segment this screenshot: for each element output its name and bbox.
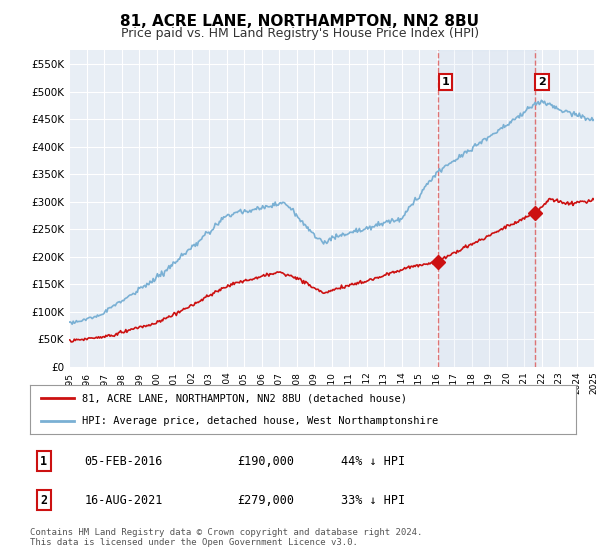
- Text: 1: 1: [40, 455, 47, 468]
- Text: 2: 2: [538, 77, 546, 87]
- Text: HPI: Average price, detached house, West Northamptonshire: HPI: Average price, detached house, West…: [82, 416, 438, 426]
- Text: 81, ACRE LANE, NORTHAMPTON, NN2 8BU: 81, ACRE LANE, NORTHAMPTON, NN2 8BU: [121, 14, 479, 29]
- Text: Price paid vs. HM Land Registry's House Price Index (HPI): Price paid vs. HM Land Registry's House …: [121, 27, 479, 40]
- Text: £190,000: £190,000: [238, 455, 295, 468]
- Text: 44% ↓ HPI: 44% ↓ HPI: [341, 455, 406, 468]
- Text: 1: 1: [442, 77, 449, 87]
- Text: 81, ACRE LANE, NORTHAMPTON, NN2 8BU (detached house): 81, ACRE LANE, NORTHAMPTON, NN2 8BU (det…: [82, 393, 407, 403]
- Text: Contains HM Land Registry data © Crown copyright and database right 2024.
This d: Contains HM Land Registry data © Crown c…: [30, 528, 422, 547]
- Text: 16-AUG-2021: 16-AUG-2021: [85, 494, 163, 507]
- Text: 05-FEB-2016: 05-FEB-2016: [85, 455, 163, 468]
- Text: £279,000: £279,000: [238, 494, 295, 507]
- Bar: [438, 50, 535, 367]
- Text: 33% ↓ HPI: 33% ↓ HPI: [341, 494, 406, 507]
- Text: 2: 2: [40, 494, 47, 507]
